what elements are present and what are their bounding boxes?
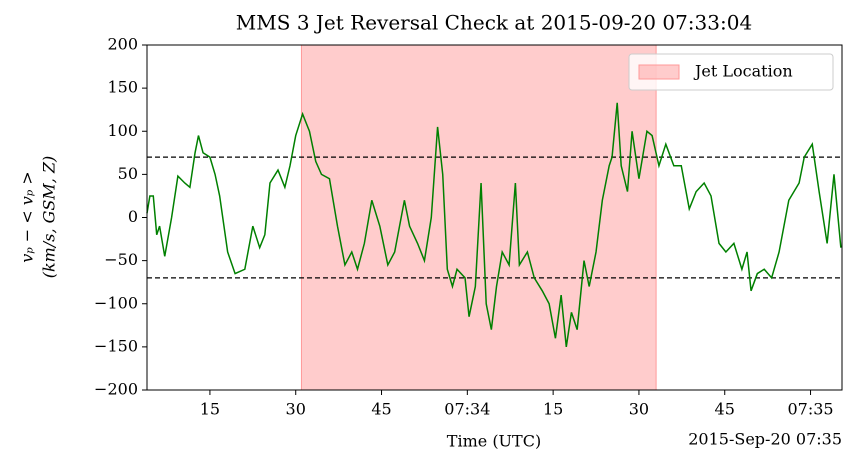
- y-axis-label: vₚ − < vₚ >: [18, 171, 37, 262]
- x-tick-label: 07:35: [787, 400, 833, 419]
- chart-title: MMS 3 Jet Reversal Check at 2015-09-20 0…: [236, 11, 752, 35]
- x-offset-label: 2015-Sep-20 07:35: [688, 430, 842, 449]
- x-tick-label: 30: [286, 400, 306, 419]
- y-axis-label: (km/s, GSM, Z): [40, 156, 59, 279]
- data-line: [146, 102, 842, 347]
- x-axis-label: Time (UTC): [447, 432, 541, 451]
- x-tick-label: 45: [371, 400, 391, 419]
- y-tick-label: −100: [94, 293, 138, 312]
- x-tick-label: 45: [715, 400, 735, 419]
- legend: Jet Location: [628, 53, 834, 91]
- y-tick-label: −200: [94, 380, 138, 399]
- y-tick-label: −150: [94, 336, 138, 355]
- y-tick-label: 150: [107, 78, 138, 97]
- y-tick-label: −50: [104, 250, 138, 269]
- x-tick-label: 15: [200, 400, 220, 419]
- legend-swatch: [638, 64, 680, 80]
- x-tick-label: 30: [629, 400, 649, 419]
- x-tick-label: 15: [543, 400, 563, 419]
- x-tick-label: 07:34: [444, 400, 490, 419]
- y-tick-label: 50: [118, 164, 138, 183]
- y-tick-label: 0: [128, 207, 138, 226]
- y-tick-label: 100: [107, 121, 138, 140]
- legend-label: Jet Location: [693, 62, 793, 81]
- legend-box: [628, 53, 834, 91]
- y-tick-label: 200: [107, 35, 138, 54]
